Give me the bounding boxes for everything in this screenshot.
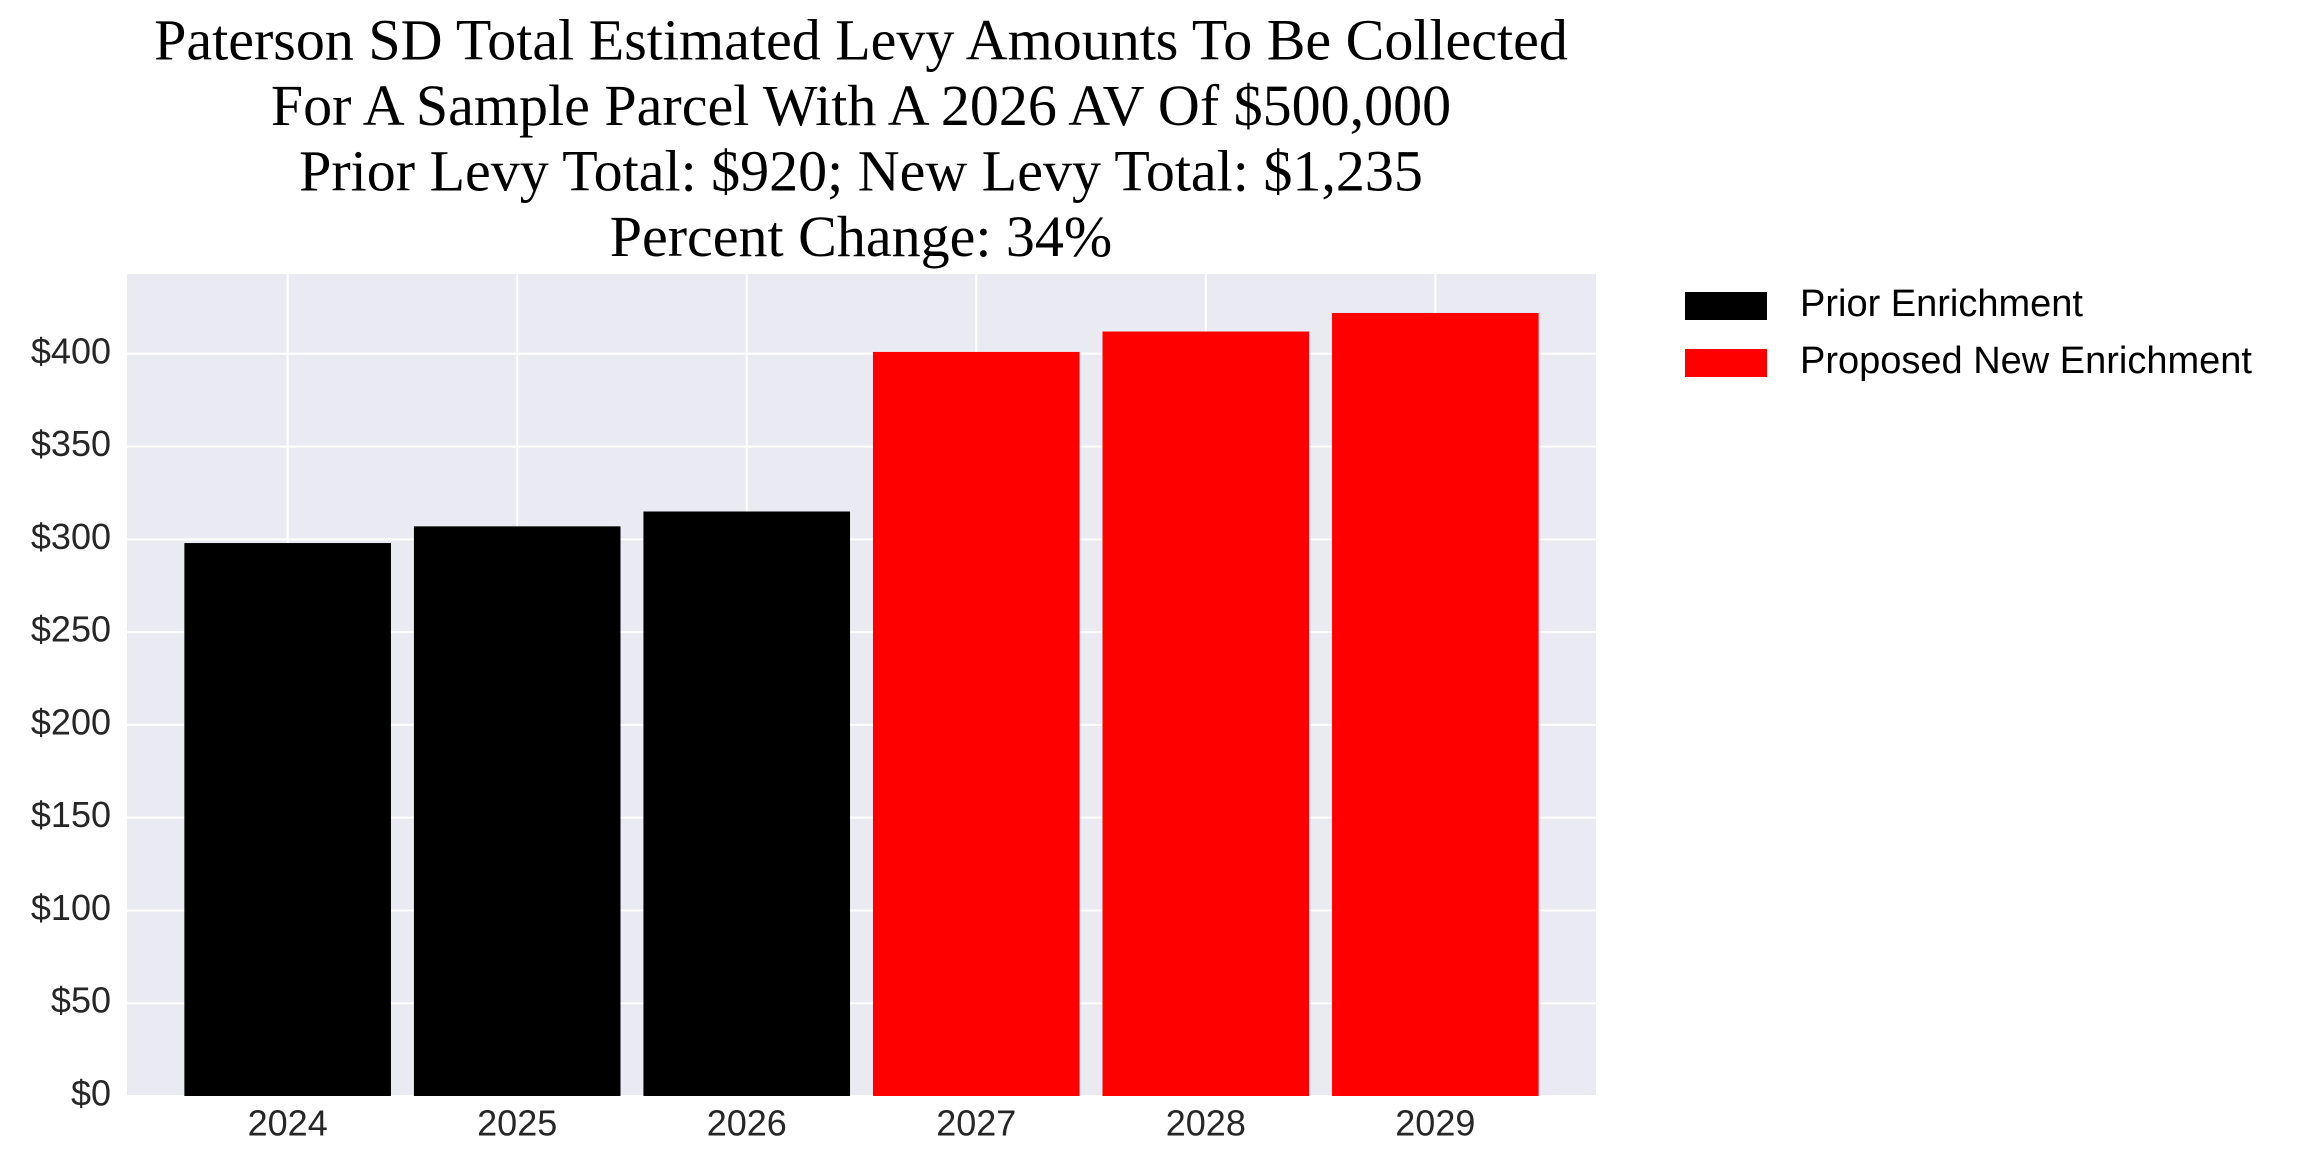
x-tick-label: 2027 xyxy=(936,1103,1016,1144)
y-tick-label: $400 xyxy=(31,330,111,371)
x-tick-label: 2028 xyxy=(1166,1103,1246,1144)
bar xyxy=(1102,331,1310,1096)
y-tick-label: $0 xyxy=(71,1073,111,1114)
x-tick-label: 2029 xyxy=(1395,1103,1475,1144)
chart-title: Paterson SD Total Estimated Levy Amounts… xyxy=(154,7,1568,72)
chart-title: For A Sample Parcel With A 2026 AV Of $5… xyxy=(271,73,1451,138)
y-tick-label: $350 xyxy=(31,423,111,464)
y-tick-label: $50 xyxy=(51,980,111,1021)
legend-swatch xyxy=(1685,292,1767,320)
legend-swatch xyxy=(1685,349,1767,377)
bar xyxy=(872,351,1080,1097)
x-tick-label: 2024 xyxy=(248,1103,328,1144)
chart-title: Percent Change: 34% xyxy=(610,204,1113,269)
y-tick-label: $100 xyxy=(31,887,111,928)
y-tick-label: $200 xyxy=(31,701,111,742)
bar xyxy=(413,526,621,1096)
y-tick-label: $150 xyxy=(31,794,111,835)
bar xyxy=(643,511,851,1096)
legend-label: Proposed New Enrichment xyxy=(1800,340,2252,382)
bar xyxy=(1332,312,1539,1096)
y-tick-label: $300 xyxy=(31,516,111,557)
x-tick-label: 2025 xyxy=(477,1103,557,1144)
y-tick-label: $250 xyxy=(31,609,111,650)
legend-label: Prior Enrichment xyxy=(1800,283,2083,325)
x-tick-label: 2026 xyxy=(707,1103,787,1144)
chart-title: Prior Levy Total: $920; New Levy Total: … xyxy=(299,138,1423,203)
bar xyxy=(184,543,391,1096)
